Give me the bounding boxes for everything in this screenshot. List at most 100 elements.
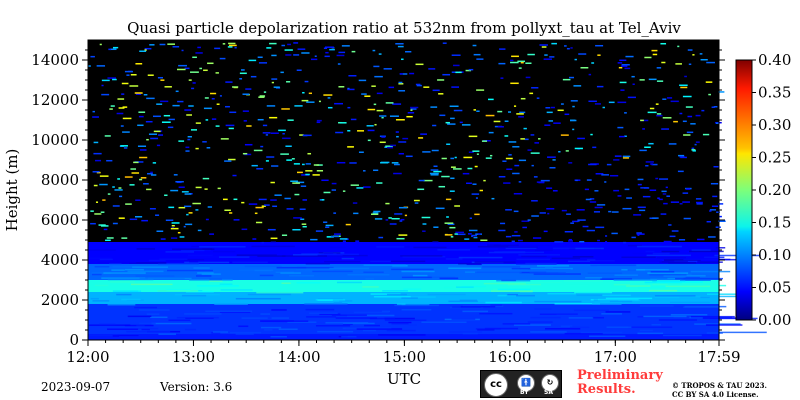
noise-speckle xyxy=(435,207,445,210)
texture-streak xyxy=(493,244,519,247)
noise-speckle xyxy=(316,170,324,172)
texture-streak xyxy=(197,272,214,274)
noise-speckle xyxy=(686,188,691,190)
texture-streak xyxy=(592,303,622,305)
noise-speckle xyxy=(222,43,226,45)
texture-streak xyxy=(536,265,570,267)
noise-speckle xyxy=(147,74,154,76)
texture-streak xyxy=(590,264,637,267)
noise-speckle xyxy=(532,237,542,239)
noise-speckle xyxy=(110,105,115,107)
noise-speckle xyxy=(278,129,286,132)
noise-speckle xyxy=(416,84,422,87)
noise-speckle xyxy=(138,115,144,118)
noise-speckle xyxy=(99,183,108,186)
texture-streak xyxy=(107,278,154,281)
noise-speckle xyxy=(299,208,306,210)
noise-speckle xyxy=(150,171,153,174)
noise-speckle xyxy=(652,53,658,56)
noise-speckle xyxy=(229,111,237,114)
noise-speckle xyxy=(432,124,437,127)
noise-speckle xyxy=(330,235,339,238)
noise-speckle xyxy=(102,199,106,201)
noise-speckle xyxy=(711,205,719,208)
texture-streak xyxy=(158,262,199,265)
texture-streak xyxy=(347,314,395,317)
noise-speckle xyxy=(619,59,627,62)
noise-speckle xyxy=(539,212,546,214)
texture-streak xyxy=(632,252,666,255)
noise-speckle xyxy=(422,230,426,232)
noise-speckle xyxy=(655,103,659,105)
texture-streak xyxy=(650,271,675,273)
texture-streak xyxy=(408,324,417,326)
noise-speckle xyxy=(167,43,175,45)
noise-speckle xyxy=(682,95,692,98)
noise-speckle xyxy=(518,159,527,162)
noise-speckle xyxy=(596,85,604,88)
noise-speckle xyxy=(406,115,413,118)
noise-speckle xyxy=(498,229,506,232)
noise-speckle xyxy=(121,93,125,95)
noise-speckle xyxy=(129,184,135,186)
noise-speckle xyxy=(627,96,636,99)
noise-speckle xyxy=(185,146,190,149)
texture-streak xyxy=(485,301,522,304)
noise-speckle xyxy=(655,177,659,180)
texture-streak xyxy=(456,286,474,288)
noise-speckle xyxy=(512,172,520,175)
texture-streak xyxy=(568,317,594,319)
texture-streak xyxy=(602,294,631,297)
noise-speckle xyxy=(99,175,109,177)
noise-speckle xyxy=(679,84,688,87)
texture-streak xyxy=(184,328,197,331)
noise-speckle xyxy=(184,193,192,195)
noise-speckle xyxy=(106,237,114,239)
noise-speckle xyxy=(358,79,367,82)
texture-streak xyxy=(661,250,680,253)
noise-speckle xyxy=(468,135,478,138)
texture-streak xyxy=(715,247,726,249)
noise-speckle xyxy=(262,132,271,134)
noise-speckle xyxy=(552,159,556,161)
noise-speckle xyxy=(93,141,99,144)
noise-speckle xyxy=(454,205,461,207)
noise-speckle xyxy=(164,86,172,88)
noise-speckle xyxy=(450,166,456,168)
noise-speckle xyxy=(439,114,446,117)
noise-speckle xyxy=(451,54,461,56)
noise-speckle xyxy=(124,70,133,73)
noise-speckle xyxy=(321,179,329,182)
texture-streak xyxy=(627,269,637,271)
texture-streak xyxy=(656,281,703,283)
texture-streak xyxy=(401,309,432,311)
texture-streak xyxy=(151,322,192,325)
texture-streak xyxy=(563,280,604,282)
noise-speckle xyxy=(243,120,247,122)
texture-streak xyxy=(89,334,118,337)
noise-speckle xyxy=(410,106,419,109)
noise-speckle xyxy=(376,92,383,95)
texture-streak xyxy=(697,261,723,263)
noise-speckle xyxy=(454,233,458,235)
noise-speckle xyxy=(451,86,460,88)
chart-title: Quasi particle depolarization ratio at 5… xyxy=(127,19,681,37)
noise-speckle xyxy=(195,147,199,150)
texture-streak xyxy=(199,246,246,248)
texture-streak xyxy=(396,303,406,306)
noise-speckle xyxy=(256,168,264,170)
texture-streak xyxy=(261,326,282,329)
noise-speckle xyxy=(531,215,539,217)
noise-speckle xyxy=(497,126,504,128)
noise-speckle xyxy=(250,75,257,78)
noise-speckle xyxy=(374,75,383,78)
noise-speckle xyxy=(178,140,185,142)
noise-speckle xyxy=(281,234,288,236)
noise-speckle xyxy=(371,85,376,87)
noise-speckle xyxy=(398,141,407,143)
noise-speckle xyxy=(545,107,551,109)
noise-speckle xyxy=(407,112,415,114)
noise-speckle xyxy=(156,230,164,232)
noise-speckle xyxy=(315,230,324,232)
texture-streak xyxy=(370,260,391,263)
